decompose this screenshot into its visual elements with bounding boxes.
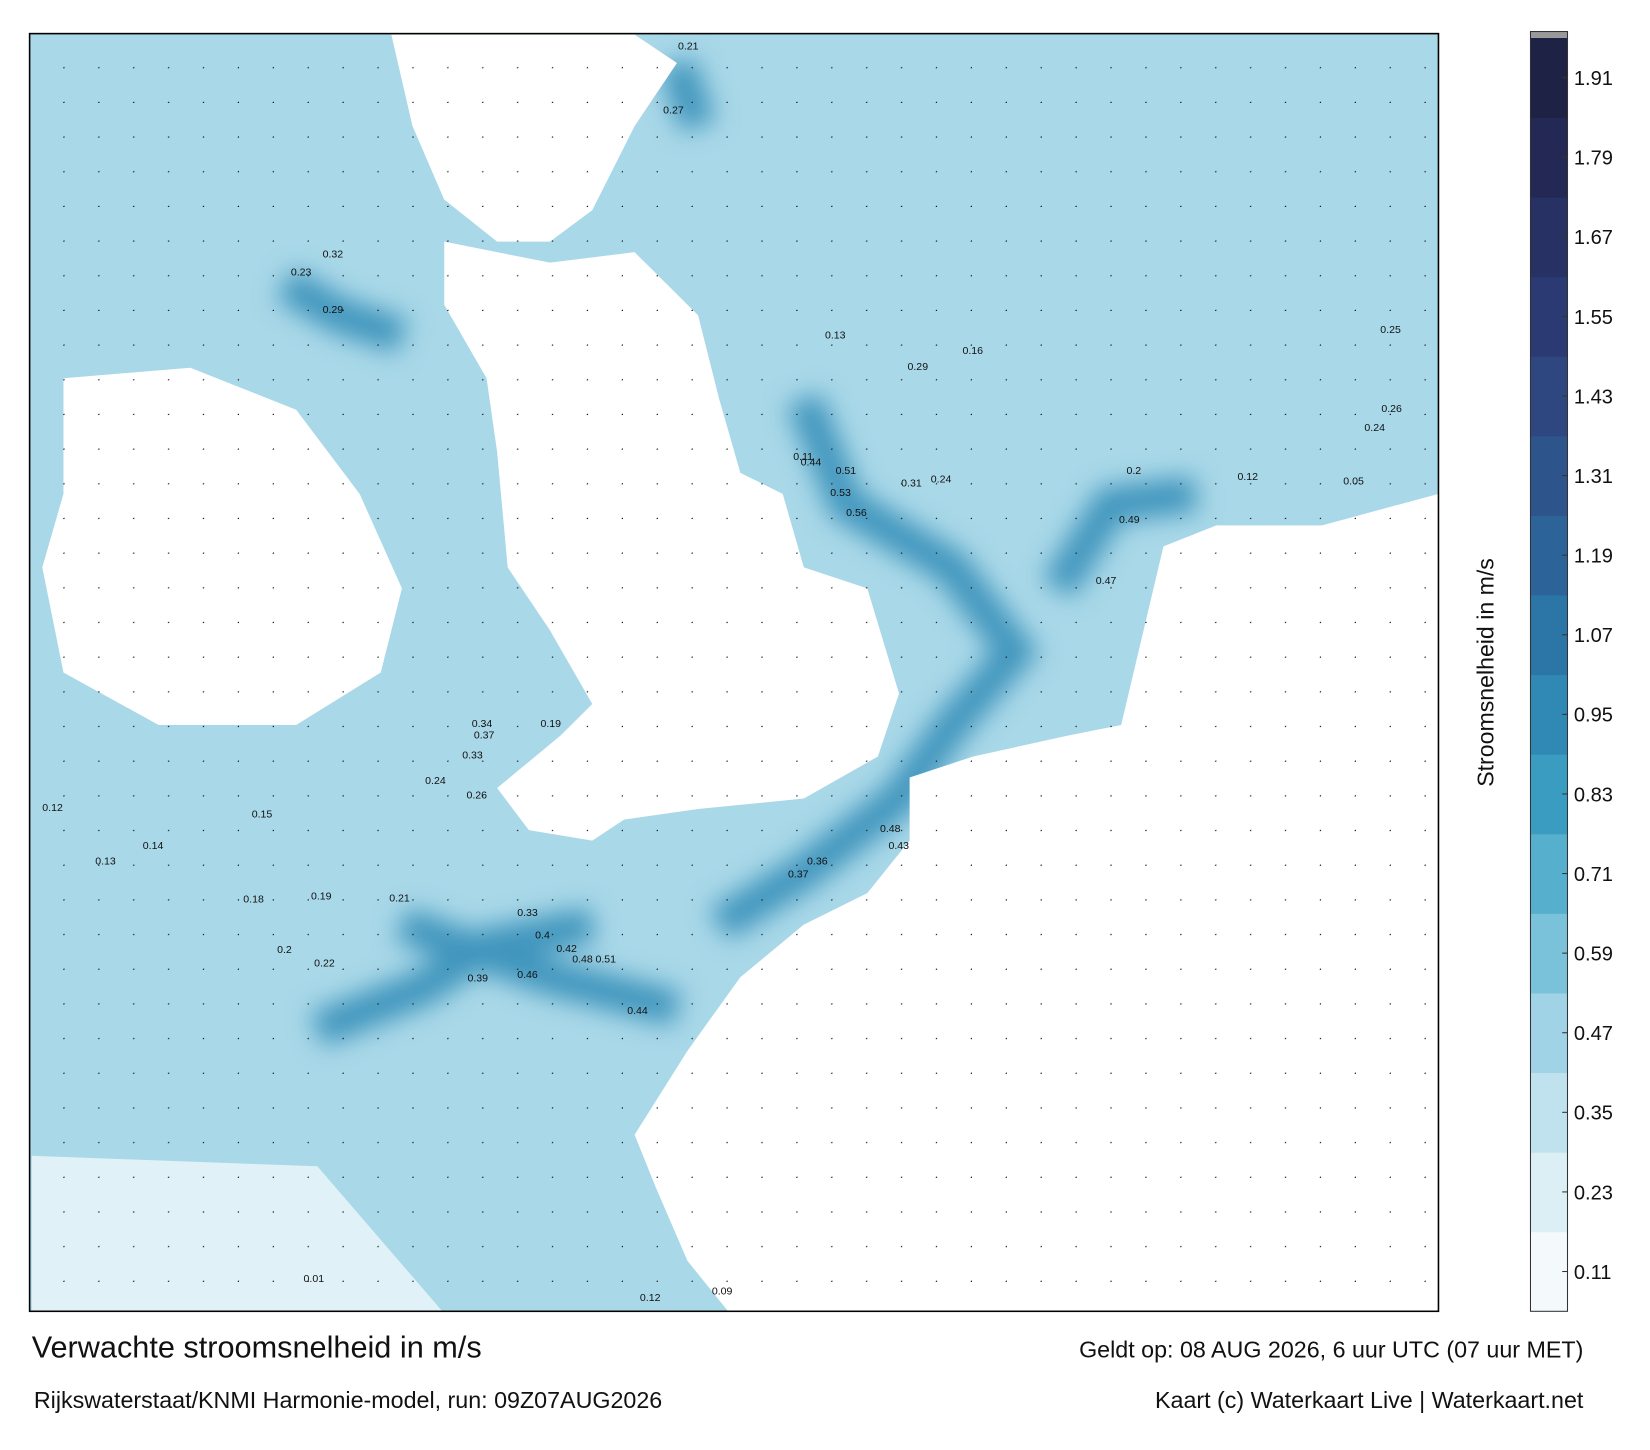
colorbar-tick-label: 0.11 [1574,1262,1612,1284]
colorbar-band [1530,356,1568,437]
colorbar-band [1530,276,1568,357]
speed-label: 0.44 [801,457,822,469]
colorbar-band [1530,435,1568,516]
colorbar-tick-label: 0.35 [1574,1103,1613,1125]
speed-label: 0.24 [1364,422,1385,434]
speed-label: 0.51 [836,465,857,477]
speed-label: 0.32 [323,248,344,260]
colorbar-band [1530,117,1568,198]
colorbar-band [1530,992,1568,1074]
speed-label: 0.44 [627,1005,648,1017]
colorbar-cap [1530,31,1568,38]
colorbar-tick-label: 0.83 [1574,784,1613,806]
speed-label: 0.51 [595,953,616,965]
speed-label: 0.11 [793,451,813,463]
speed-label: 0.01 [304,1273,325,1285]
speed-label: 0.33 [517,907,538,919]
map: 0.530.560.490.440.510.470.510.480.460.40… [29,33,1439,1312]
speed-label: 0.15 [252,808,273,820]
speed-label: 0.29 [907,361,928,373]
speed-label: 0.42 [556,943,577,955]
colorbar-tick-label: 1.55 [1574,307,1613,329]
speed-label: 0.23 [291,266,312,278]
speed-label: 0.34 [472,718,493,730]
map-frame [28,32,1440,1313]
colorbar-tick-label: 0.95 [1574,705,1613,727]
speed-label: 0.53 [830,487,851,499]
subtitle: Rijkswaterstaat/KNMI Harmonie-model, run… [34,1387,662,1413]
speed-label: 0.46 [517,969,538,981]
speed-label: 0.12 [1238,471,1259,483]
speed-label: 0.24 [425,775,446,787]
speed-label: 0.37 [474,730,495,742]
colorbar-band [1530,833,1568,914]
vector-grid [29,33,1439,1312]
colorbar: 0.11 0.23 0.35 0.47 0.59 0.71 0.83 0.95 1.07 1.19… [1529,30,1613,1312]
colorbar-frame [1529,30,1569,1312]
speed-label: 0.33 [462,750,483,762]
speed-label: 0.4 [535,929,550,941]
speed-label: 0.56 [846,507,867,519]
colorbar-tick-label: 0.71 [1574,864,1613,886]
credit: Kaart (c) Waterkaart Live | Waterkaart.n… [1155,1387,1584,1413]
title: Verwachte stroomsnelheid in m/s [32,1331,482,1365]
speed-label: 0.31 [901,478,922,490]
colorbar-band [1530,515,1568,596]
speed-label: 0.39 [468,972,489,984]
colorbar-tick-label: 0.59 [1574,944,1613,966]
colorbar-band [1530,197,1568,278]
colorbar-tick-label: 1.07 [1574,625,1613,647]
colorbar-band [1530,913,1568,994]
colorbar-tick-label: 0.47 [1574,1023,1613,1045]
speed-label: 0.12 [42,802,63,814]
colorbar-label: Stroomsnelheid in m/s [1472,558,1498,787]
speed-label: 0.12 [640,1292,661,1304]
speed-label: 0.09 [712,1286,733,1298]
colorbar-band [1530,37,1568,118]
speed-label: 0.24 [931,473,952,485]
speed-label: 0.21 [389,893,410,905]
speed-label: 0.13 [825,329,846,341]
speed-label: 0.26 [466,790,487,802]
speed-label: 0.21 [678,40,699,52]
speed-label: 0.22 [314,958,335,970]
speed-label: 0.27 [663,105,684,117]
speed-label: 0.48 [572,953,593,965]
colorbar-tick-label: 1.67 [1574,227,1613,249]
speed-label: 0.2 [1126,465,1141,477]
speed-label: 0.25 [1380,324,1401,336]
colorbar-band [1530,674,1568,755]
speed-label: 0.05 [1343,475,1364,487]
valid-time: Geldt op: 08 AUG 2026, 6 uur UTC (07 uur… [1079,1337,1583,1363]
speed-label: 0.37 [788,868,809,880]
speed-label: 0.47 [1096,575,1117,587]
speed-label: 0.13 [95,856,116,868]
speed-label: 0.36 [807,856,828,868]
colorbar-tick-label: 1.91 [1574,68,1613,90]
speed-labels: 0.530.560.490.440.510.470.510.480.460.40… [42,40,1402,1303]
colorbar-band [1530,1072,1568,1153]
colorbar-band [1530,1231,1568,1312]
speed-label: 0.18 [243,894,264,906]
speed-label: 0.43 [888,840,909,852]
speed-label: 0.2 [277,944,292,956]
speed-label: 0.48 [880,823,901,835]
speed-label: 0.19 [540,718,561,730]
speed-label: 0.49 [1119,514,1140,526]
speed-label: 0.26 [1381,403,1402,415]
speed-label: 0.29 [323,304,344,316]
colorbar-tick-label: 1.31 [1574,466,1613,488]
colorbar-band [1530,1152,1568,1233]
colorbar-tick-label: 1.19 [1574,546,1613,568]
speed-label: 0.19 [311,890,332,902]
colorbar-band [1530,754,1568,835]
colorbar-band [1530,594,1568,676]
colorbar-tick-label: 1.79 [1574,148,1613,170]
speed-label: 0.16 [963,345,984,357]
colorbar-tick-label: 0.23 [1574,1182,1613,1204]
speed-label: 0.14 [143,840,164,852]
colorbar-tick-label: 1.43 [1574,386,1613,408]
